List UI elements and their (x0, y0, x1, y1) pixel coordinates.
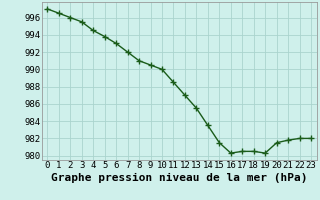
X-axis label: Graphe pression niveau de la mer (hPa): Graphe pression niveau de la mer (hPa) (51, 173, 308, 183)
